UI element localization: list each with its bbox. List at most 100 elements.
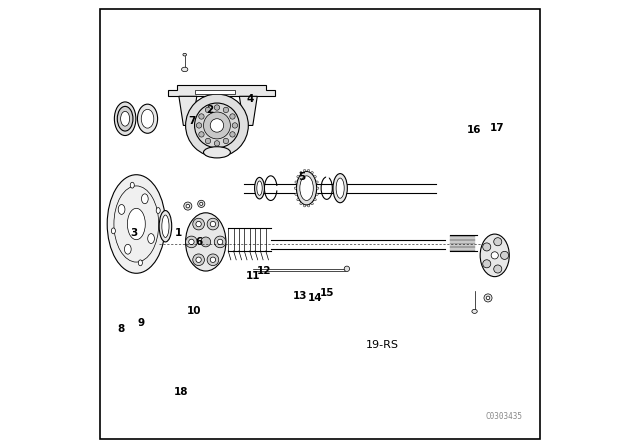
Ellipse shape xyxy=(210,221,216,227)
Ellipse shape xyxy=(297,198,299,201)
Ellipse shape xyxy=(297,176,299,178)
Ellipse shape xyxy=(138,260,142,266)
Ellipse shape xyxy=(205,107,211,112)
Ellipse shape xyxy=(199,132,204,137)
Text: 17: 17 xyxy=(490,123,504,133)
Ellipse shape xyxy=(200,202,203,205)
Ellipse shape xyxy=(223,107,228,112)
Ellipse shape xyxy=(483,260,491,268)
Polygon shape xyxy=(239,96,257,125)
Ellipse shape xyxy=(118,204,125,215)
Ellipse shape xyxy=(314,176,316,178)
Ellipse shape xyxy=(124,244,131,254)
Ellipse shape xyxy=(199,114,204,119)
Ellipse shape xyxy=(196,257,201,263)
Polygon shape xyxy=(168,85,275,96)
Ellipse shape xyxy=(183,53,186,56)
Ellipse shape xyxy=(483,243,491,251)
Text: 6: 6 xyxy=(195,237,203,247)
Ellipse shape xyxy=(311,202,314,205)
Ellipse shape xyxy=(491,252,499,259)
Text: 7: 7 xyxy=(189,116,196,126)
Ellipse shape xyxy=(131,182,134,188)
Text: 16: 16 xyxy=(467,125,482,135)
Text: C0303435: C0303435 xyxy=(485,412,522,421)
Ellipse shape xyxy=(472,310,477,314)
Ellipse shape xyxy=(214,236,226,248)
Ellipse shape xyxy=(300,176,314,201)
Ellipse shape xyxy=(189,239,194,245)
Ellipse shape xyxy=(307,169,310,172)
Ellipse shape xyxy=(493,265,502,273)
Ellipse shape xyxy=(186,94,248,157)
Ellipse shape xyxy=(193,218,204,230)
Ellipse shape xyxy=(316,181,318,183)
Ellipse shape xyxy=(486,296,490,300)
Ellipse shape xyxy=(218,239,223,245)
Ellipse shape xyxy=(108,175,166,273)
Ellipse shape xyxy=(295,181,297,183)
Text: 19-RS: 19-RS xyxy=(366,340,399,350)
Ellipse shape xyxy=(344,266,349,271)
Text: 15: 15 xyxy=(319,289,334,298)
Ellipse shape xyxy=(198,200,205,207)
Ellipse shape xyxy=(257,181,262,195)
Text: 5: 5 xyxy=(298,172,306,182)
Ellipse shape xyxy=(255,177,264,199)
Polygon shape xyxy=(179,96,197,125)
Ellipse shape xyxy=(111,228,115,234)
Text: 14: 14 xyxy=(308,293,323,303)
Ellipse shape xyxy=(204,112,230,139)
Ellipse shape xyxy=(307,205,310,207)
Ellipse shape xyxy=(230,132,235,137)
Ellipse shape xyxy=(204,147,230,158)
Ellipse shape xyxy=(317,187,319,190)
Ellipse shape xyxy=(214,141,220,146)
Ellipse shape xyxy=(214,105,220,110)
Ellipse shape xyxy=(294,187,296,190)
Ellipse shape xyxy=(115,102,136,136)
Ellipse shape xyxy=(193,254,204,266)
Ellipse shape xyxy=(493,238,502,246)
Ellipse shape xyxy=(182,67,188,72)
Ellipse shape xyxy=(121,112,130,126)
Text: 11: 11 xyxy=(246,271,260,280)
Text: 3: 3 xyxy=(131,228,138,238)
Text: 8: 8 xyxy=(117,324,124,334)
Ellipse shape xyxy=(141,194,148,204)
Ellipse shape xyxy=(230,114,235,119)
Text: 1: 1 xyxy=(175,228,182,238)
Ellipse shape xyxy=(162,215,169,237)
Ellipse shape xyxy=(186,204,189,208)
Ellipse shape xyxy=(201,237,211,247)
Ellipse shape xyxy=(223,138,228,144)
Ellipse shape xyxy=(159,211,172,242)
Ellipse shape xyxy=(207,254,219,266)
Ellipse shape xyxy=(138,104,157,134)
Ellipse shape xyxy=(186,236,197,248)
Ellipse shape xyxy=(484,294,492,302)
Text: 4: 4 xyxy=(247,94,254,103)
Ellipse shape xyxy=(333,174,348,203)
Ellipse shape xyxy=(186,213,226,271)
Ellipse shape xyxy=(184,202,192,210)
Ellipse shape xyxy=(117,107,133,131)
Ellipse shape xyxy=(300,202,302,205)
Ellipse shape xyxy=(196,221,201,227)
Ellipse shape xyxy=(300,172,302,174)
Text: 2: 2 xyxy=(207,105,214,115)
Ellipse shape xyxy=(195,103,239,148)
Ellipse shape xyxy=(303,169,306,172)
Text: 10: 10 xyxy=(188,306,202,316)
Ellipse shape xyxy=(196,123,202,128)
Text: 12: 12 xyxy=(257,266,271,276)
Ellipse shape xyxy=(211,119,224,132)
Ellipse shape xyxy=(127,208,145,240)
Ellipse shape xyxy=(156,207,160,213)
Ellipse shape xyxy=(210,257,216,263)
Ellipse shape xyxy=(314,198,316,201)
Ellipse shape xyxy=(148,234,154,244)
Ellipse shape xyxy=(500,251,509,259)
Bar xyxy=(195,90,235,94)
Ellipse shape xyxy=(141,109,154,128)
